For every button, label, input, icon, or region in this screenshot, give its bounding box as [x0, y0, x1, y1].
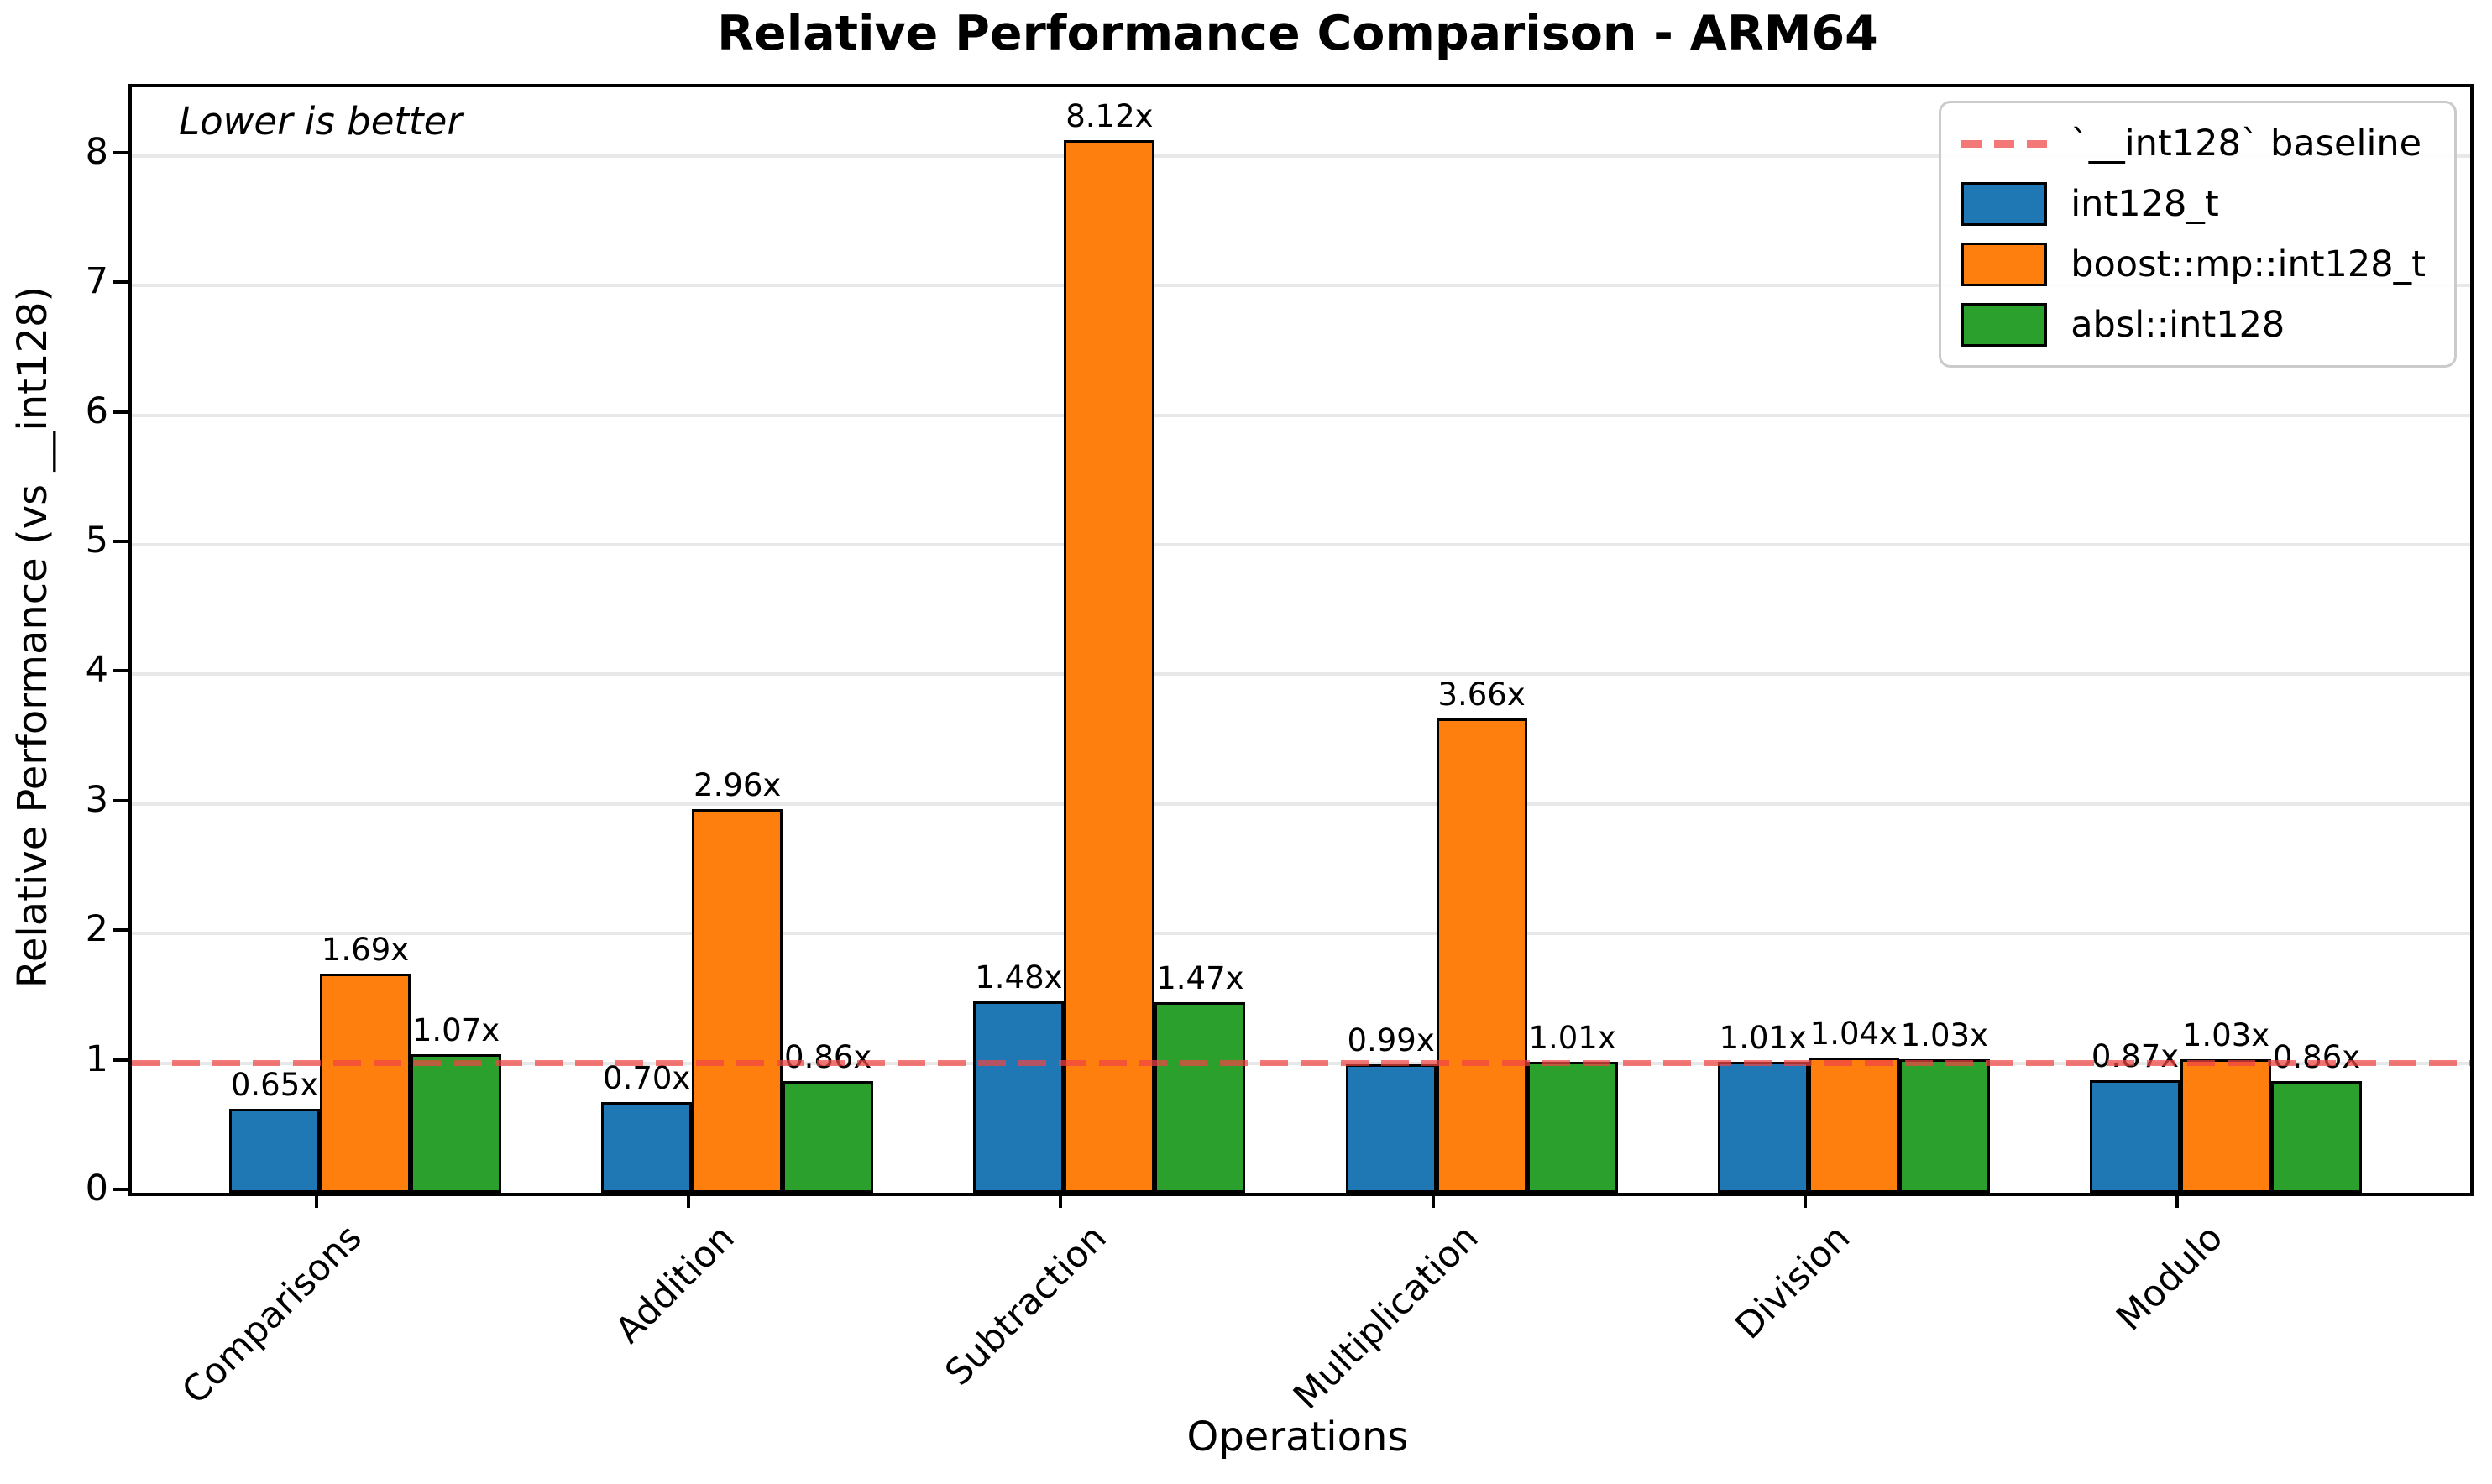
bar-boost::mp::int128_t-Modulo [2180, 1058, 2271, 1193]
bar-absl::int128-Modulo [2271, 1081, 2362, 1193]
bar-boost::mp::int128_t-Comparisons [320, 974, 411, 1193]
bar-int128_t-Division [1717, 1062, 1809, 1193]
baseline-dashed-line [132, 1059, 2470, 1066]
legend: `__int128` baseline int128_t boost::mp::… [1939, 101, 2457, 368]
y-tick-mark-2 [113, 928, 128, 933]
y-tick-mark-4 [113, 669, 128, 673]
bar-int128_t-Subtraction [973, 1001, 1065, 1193]
gridline-y-2 [132, 932, 2470, 936]
bar-value-label: 0.87x [2091, 1037, 2180, 1074]
swatch-int128-t [1961, 182, 2048, 226]
x-tick-label-Comparisons: Comparisons [174, 1216, 370, 1413]
legend-label-baseline: `__int128` baseline [2071, 123, 2422, 165]
x-tick-mark-Comparisons [315, 1193, 318, 1208]
bar-int128_t-Modulo [2090, 1079, 2180, 1193]
y-tick-label-7: 7 [85, 260, 108, 303]
bar-absl::int128-Comparisons [411, 1053, 501, 1193]
gridline-y-7 [132, 284, 2470, 288]
y-tick-mark-7 [113, 280, 128, 285]
y-tick-label-6: 6 [85, 389, 108, 432]
bar-int128_t-Comparisons [229, 1108, 320, 1193]
x-tick-label-Multiplication: Multiplication [1285, 1216, 1487, 1419]
bar-value-label: 0.70x [603, 1059, 691, 1096]
bar-boost::mp::int128_t-Addition [692, 809, 783, 1193]
y-tick-mark-1 [113, 1058, 128, 1062]
bar-absl::int128-Subtraction [1154, 1002, 1246, 1193]
legend-label-boost-mp-int128-t: boost::mp::int128_t [2071, 243, 2426, 285]
x-tick-mark-Division [1803, 1193, 1807, 1208]
y-tick-mark-6 [113, 410, 128, 414]
x-tick-mark-Modulo [2175, 1193, 2179, 1208]
y-tick-label-2: 2 [85, 908, 108, 951]
gridline-y-4 [132, 672, 2470, 677]
y-tick-label-5: 5 [85, 520, 108, 562]
bar-value-label: 0.86x [2272, 1039, 2361, 1076]
bar-value-label: 0.86x [784, 1039, 872, 1076]
bar-value-label: 8.12x [1065, 98, 1154, 135]
x-tick-label-Division: Division [1727, 1216, 1859, 1348]
swatch-absl-int128 [1961, 303, 2048, 347]
legend-item-boost-mp-int128-t: boost::mp::int128_t [1961, 243, 2426, 286]
x-tick-label-Addition: Addition [607, 1216, 743, 1352]
baseline-dash-sample [1961, 139, 2048, 148]
bar-int128_t-Multiplication [1345, 1064, 1437, 1193]
bar-value-label: 0.99x [1347, 1022, 1435, 1059]
y-tick-label-3: 3 [85, 778, 108, 821]
bar-value-label: 1.69x [321, 932, 410, 969]
bar-value-label: 1.01x [1719, 1020, 1807, 1057]
swatch-boost-mp-int128-t [1961, 243, 2048, 286]
x-tick-mark-Multiplication [1431, 1193, 1435, 1208]
gridline-y-6 [132, 413, 2470, 417]
gridline-y-3 [132, 802, 2470, 806]
x-tick-mark-Addition [687, 1193, 691, 1208]
legend-label-absl-int128: absl::int128 [2071, 304, 2285, 346]
plot-area: Lower is better `__int128` baseline int1… [128, 84, 2474, 1196]
y-tick-label-8: 8 [85, 130, 108, 173]
legend-item-int128-t: int128_t [1961, 182, 2426, 226]
bar-value-label: 1.01x [1528, 1020, 1616, 1057]
x-tick-label-Subtraction: Subtraction [937, 1216, 1115, 1394]
bar-value-label: 1.07x [411, 1011, 500, 1048]
bar-boost::mp::int128_t-Division [1808, 1058, 1899, 1193]
y-tick-label-0: 0 [85, 1168, 108, 1210]
bar-value-label: 1.03x [1900, 1016, 1988, 1053]
bar-absl::int128-Addition [783, 1081, 874, 1193]
bar-value-label: 1.47x [1156, 960, 1244, 997]
y-tick-mark-5 [113, 540, 128, 544]
gridline-y-8 [132, 154, 2470, 158]
annotation-lower-is-better: Lower is better [179, 99, 463, 144]
y-axis-label-area: Relative Performance (vs __int128) [0, 84, 71, 1189]
bar-value-label: 2.96x [694, 767, 782, 803]
bar-value-label: 1.04x [1809, 1016, 1898, 1053]
bar-int128_t-Addition [601, 1101, 693, 1193]
y-tick-label-4: 4 [85, 649, 108, 692]
chart-title: Relative Performance Comparison - ARM64 [717, 6, 1878, 61]
y-tick-mark-0 [113, 1188, 128, 1191]
legend-label-int128-t: int128_t [2071, 183, 2219, 225]
gridline-y-5 [132, 543, 2470, 547]
y-axis-label: Relative Performance (vs __int128) [9, 285, 56, 988]
bar-value-label: 0.65x [230, 1066, 319, 1103]
bar-boost::mp::int128_t-Multiplication [1436, 718, 1527, 1193]
bar-absl::int128-Multiplication [1526, 1062, 1618, 1193]
bar-value-label: 3.66x [1437, 676, 1526, 713]
x-tick-label-Modulo: Modulo [2108, 1216, 2231, 1340]
x-axis-label: Operations [1186, 1413, 1409, 1460]
y-tick-mark-3 [113, 798, 128, 802]
y-tick-mark-8 [113, 150, 128, 154]
bar-boost::mp::int128_t-Subtraction [1064, 140, 1155, 1193]
bar-value-label: 1.03x [2181, 1016, 2270, 1053]
legend-item-absl-int128: absl::int128 [1961, 303, 2426, 347]
x-tick-mark-Subtraction [1059, 1193, 1063, 1208]
bar-value-label: 1.48x [975, 959, 1063, 995]
legend-item-baseline: `__int128` baseline [1961, 122, 2426, 165]
bar-absl::int128-Division [1898, 1058, 1990, 1193]
y-tick-label-1: 1 [85, 1037, 108, 1080]
